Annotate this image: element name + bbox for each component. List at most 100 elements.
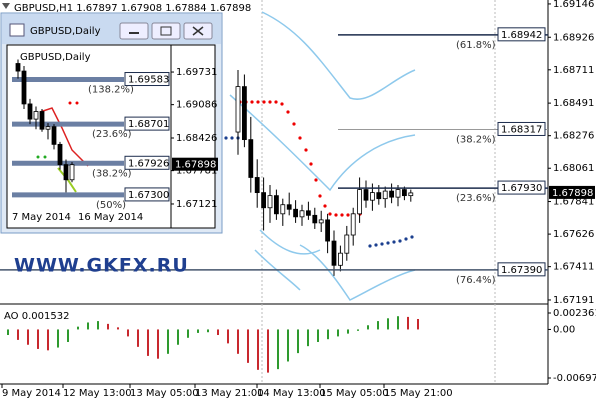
y-tick-label: 1.67411 bbox=[553, 262, 594, 273]
ao-bar bbox=[7, 329, 9, 336]
ao-bar bbox=[387, 318, 389, 330]
x-tick-label: 16 May 2014 bbox=[78, 212, 143, 223]
candle-body bbox=[69, 164, 75, 181]
fib-price-label: 1.69583 bbox=[128, 75, 169, 86]
ao-bar bbox=[47, 329, 49, 351]
x-tick-label: 14 May 13:00 bbox=[257, 388, 326, 399]
sar-dot bbox=[398, 239, 402, 243]
sar-dot bbox=[323, 204, 327, 208]
sar-dot bbox=[256, 100, 260, 104]
candle-body bbox=[305, 210, 311, 216]
ao-bar bbox=[267, 329, 269, 373]
fib-price-box bbox=[124, 187, 170, 202]
candle-body bbox=[382, 190, 388, 200]
maximize-button[interactable] bbox=[151, 22, 181, 40]
candle-body bbox=[63, 164, 69, 181]
sar-dot bbox=[68, 101, 72, 105]
y-tick-label: 1.68276 bbox=[553, 131, 594, 142]
ao-bar bbox=[377, 321, 379, 330]
sar-dot bbox=[346, 213, 350, 217]
ao-bar bbox=[217, 329, 219, 336]
ao-bar bbox=[287, 329, 289, 362]
sar-dot bbox=[334, 213, 338, 217]
inset-icon bbox=[9, 23, 25, 37]
candle-body bbox=[312, 214, 318, 224]
fib-ratio-label: (138.2%) bbox=[88, 85, 134, 96]
ao-bar bbox=[407, 316, 409, 330]
candle-body bbox=[57, 143, 63, 165]
y-tick-label: 1.69146 bbox=[553, 0, 594, 10]
sar-dot bbox=[380, 242, 384, 246]
sar-dot bbox=[36, 155, 40, 159]
envelope-line bbox=[261, 11, 416, 100]
ao-bar bbox=[147, 329, 149, 356]
y-tick-label: 1.68061 bbox=[553, 163, 594, 174]
ao-bar bbox=[307, 329, 309, 347]
fib-price-box bbox=[497, 121, 546, 136]
ao-bar bbox=[137, 329, 139, 347]
sar-dot bbox=[224, 136, 228, 140]
y-tick-label: 1.68491 bbox=[553, 98, 594, 109]
sar-dot bbox=[404, 237, 408, 241]
candle-body bbox=[51, 126, 57, 145]
fib-price-box bbox=[124, 72, 170, 87]
fib-ratio-label: (76.4%) bbox=[456, 275, 496, 286]
fib-price-box bbox=[497, 262, 546, 277]
envelope-line bbox=[254, 244, 416, 301]
sar-dot bbox=[304, 148, 308, 152]
sar-dot bbox=[280, 102, 284, 106]
envelope-line bbox=[229, 94, 416, 192]
ao-bar bbox=[417, 318, 419, 330]
candle-body bbox=[235, 86, 241, 133]
x-tick-label: 7 May 2014 bbox=[12, 212, 71, 223]
ao-bar bbox=[197, 329, 199, 333]
candle-body bbox=[273, 195, 279, 215]
fib-price-label: 1.67930 bbox=[501, 183, 542, 194]
indicator-line bbox=[39, 107, 89, 167]
fib-price-box bbox=[497, 27, 546, 42]
inset-window-title: GBPUSD,Daily bbox=[30, 26, 101, 37]
fib-ratio-label: (23.6%) bbox=[456, 193, 496, 204]
ao-bar bbox=[347, 329, 349, 334]
ao-bar bbox=[337, 329, 339, 337]
sar-dot bbox=[410, 235, 414, 239]
ao-bar bbox=[247, 329, 249, 363]
sar-dot bbox=[318, 194, 322, 198]
ao-bar bbox=[227, 329, 229, 344]
fib-price-label: 1.67926 bbox=[128, 158, 169, 169]
ao-bar bbox=[27, 329, 29, 345]
fib-ratio-label: (61.8%) bbox=[456, 40, 496, 51]
sar-dot bbox=[268, 100, 272, 104]
fib-price-box bbox=[497, 180, 546, 195]
candle-body bbox=[299, 210, 305, 218]
x-tick-label: 15 May 21:00 bbox=[384, 388, 453, 399]
candle-body bbox=[357, 189, 363, 215]
sar-dot bbox=[374, 243, 378, 247]
ao-bar bbox=[297, 329, 299, 354]
fib-price-label: 1.68317 bbox=[501, 124, 542, 135]
candle-body bbox=[401, 189, 407, 197]
chart-icon bbox=[2, 3, 10, 9]
fib-price-box bbox=[124, 155, 170, 170]
ao-bar bbox=[17, 329, 19, 340]
candle-body bbox=[350, 213, 356, 236]
candle-body bbox=[318, 219, 324, 224]
ao-bar bbox=[117, 327, 119, 330]
ao-bar bbox=[257, 329, 259, 370]
y-tick-label: 1.67626 bbox=[553, 229, 594, 240]
ao-bar bbox=[357, 329, 359, 331]
fib-price-label: 1.67300 bbox=[128, 190, 169, 201]
ao-bar bbox=[107, 323, 109, 330]
maximize-glyph bbox=[160, 26, 172, 36]
ao-bar bbox=[157, 329, 159, 359]
ao-bar bbox=[97, 321, 99, 330]
ao-bar bbox=[177, 329, 179, 345]
minimize-button[interactable] bbox=[119, 22, 149, 40]
y-tick-label: 1.69731 bbox=[176, 67, 217, 78]
candle-body bbox=[344, 234, 350, 254]
sar-dot bbox=[262, 100, 266, 104]
sar-dot bbox=[340, 213, 344, 217]
y-tick-label: 1.67191 bbox=[553, 295, 594, 306]
candle-body bbox=[248, 139, 254, 178]
